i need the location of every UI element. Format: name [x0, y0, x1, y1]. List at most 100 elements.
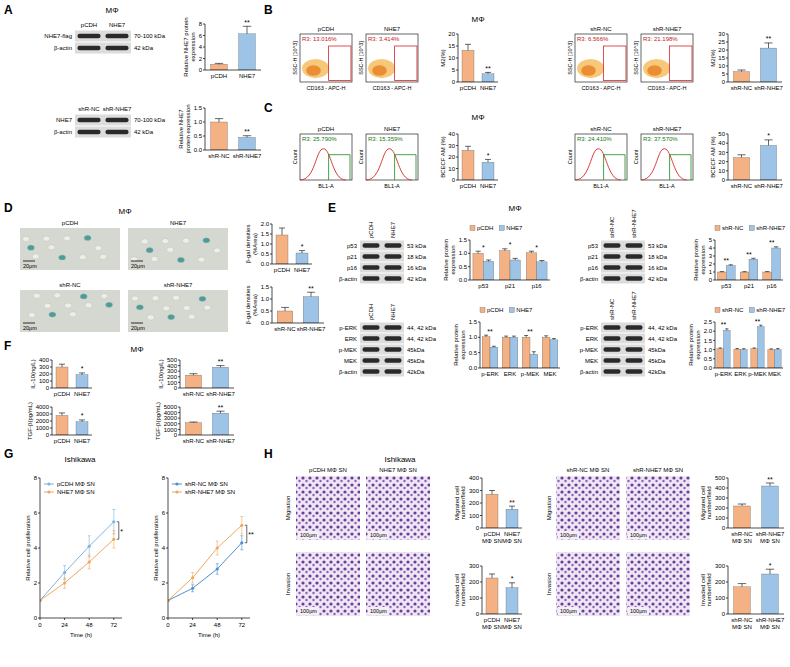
cell	[84, 235, 91, 240]
scale-label: 100μm	[300, 532, 317, 538]
blot-band	[363, 265, 380, 269]
y-tick-label: 15	[718, 55, 725, 61]
gate-label: R3: 24.410%	[577, 136, 612, 142]
error-bar	[774, 247, 778, 248]
bar	[211, 64, 228, 70]
transwell-image: 100μm	[366, 476, 430, 540]
blot-row-label: p16	[347, 265, 358, 271]
y-tick-label: 2.5	[704, 319, 713, 325]
y-tick	[178, 360, 180, 361]
y-tick-label: 1.0	[469, 334, 478, 340]
bar	[760, 48, 776, 82]
point	[216, 546, 219, 549]
significance: *	[509, 241, 512, 248]
significance: *	[81, 412, 84, 419]
y-tick	[203, 150, 205, 151]
legend-label: pCDH MΦ SN	[57, 481, 95, 487]
y-tick-label: 2	[199, 56, 203, 62]
category-label: shR-NHE7	[754, 85, 783, 91]
y-tick	[50, 367, 52, 368]
axis-title-line: Relative cell proliferation	[25, 515, 31, 580]
blot-band	[78, 130, 101, 134]
category-label: MEK	[543, 371, 556, 377]
bracket	[245, 525, 247, 543]
y-tick	[203, 122, 205, 123]
error-bar	[738, 584, 746, 587]
x-tick	[241, 618, 242, 620]
cell	[163, 306, 170, 311]
category-label-line: NHE7	[480, 183, 497, 189]
blot-band	[385, 369, 402, 373]
bar	[522, 337, 530, 368]
y-tick-label: 5	[709, 237, 713, 243]
y-tick	[38, 583, 40, 584]
bar-chart: 0100200300Invaded cellnumber/fieldshR-NC…	[700, 562, 785, 630]
bar	[741, 350, 748, 368]
category-label: p-MEK	[521, 371, 539, 377]
axis-title: Relative proteinexpression	[453, 324, 466, 366]
cell	[48, 245, 55, 250]
axis-title: SSC-H [10^3]	[567, 41, 573, 75]
y-tick-label: 1.5	[469, 319, 478, 325]
y-tick-label: 0.0	[704, 365, 713, 371]
category-label-line: NHE7	[504, 617, 521, 623]
legend-swatch	[749, 226, 754, 231]
cell-cloud	[581, 65, 596, 76]
y-axis	[470, 240, 471, 280]
label-patch	[628, 607, 649, 615]
axis-title-line: Relative NHE7	[178, 109, 184, 149]
blot-row-label: MEK	[585, 358, 598, 364]
category-label: shR-NHE7	[206, 438, 235, 444]
image-bg	[556, 552, 620, 616]
category-label-line: pCDH	[54, 391, 70, 397]
error-bar	[552, 339, 556, 340]
axis-title: CD163 - APC-H	[307, 85, 346, 91]
y-tick-label: 0.5	[704, 356, 713, 362]
x-tick	[113, 618, 114, 620]
scale-label: 20μm	[131, 263, 145, 269]
category-label-line: NHE7	[504, 531, 521, 537]
error-bar	[489, 491, 495, 495]
cell	[136, 305, 143, 310]
category-label: NHE7	[480, 183, 497, 189]
x-axis	[715, 368, 783, 369]
error-bar	[736, 348, 739, 350]
axis-title-line: β-gal densities	[245, 286, 251, 325]
y-tick-label: 15	[448, 43, 455, 49]
x-tick	[192, 618, 193, 620]
y-tick-label: 4	[199, 44, 203, 50]
y-tick-label: 0.5	[261, 308, 270, 314]
y-axis	[728, 478, 729, 528]
significance: **	[485, 65, 491, 72]
blot-band	[604, 347, 621, 351]
x-tick-label: 72	[110, 622, 117, 628]
column-label: pCDH MΦ SN	[309, 467, 347, 473]
bar	[762, 574, 779, 614]
axis-title-line: number/field	[706, 573, 712, 606]
blot-row-label: β-actin	[580, 369, 598, 375]
bar-chart: 0.00.51.01.5β-gal densities(%Area)shR-NC…	[245, 284, 326, 332]
axis-title: CD163 - APC-H	[648, 85, 687, 91]
y-tick-label: 100	[715, 515, 726, 521]
category-label-line: shR-NC	[731, 85, 753, 91]
axis-title-line: M2(%)	[710, 49, 716, 67]
scale-bar	[131, 261, 143, 262]
legend-label: NHE7	[516, 307, 533, 313]
gate	[604, 46, 626, 81]
y-tick	[468, 266, 470, 267]
blot-band	[363, 325, 380, 329]
y-tick-label: 100	[167, 380, 178, 386]
category-label: shR-NC	[208, 153, 230, 159]
y-tick	[178, 407, 180, 408]
y-tick-label: 2	[34, 580, 38, 586]
axis-title: CD163 - APC-H	[582, 85, 621, 91]
lane-label: shR-NC	[609, 298, 615, 320]
error-bar	[189, 374, 197, 375]
axis-title: Relative cell proliferation	[25, 515, 31, 580]
bar	[530, 354, 538, 368]
y-tick	[178, 376, 180, 377]
blot-size-label: 42 kDa	[134, 129, 154, 135]
blot-band	[626, 254, 643, 258]
error-bar	[770, 348, 773, 350]
axis-title-line: TGF-β(pg/mL)	[155, 402, 161, 440]
